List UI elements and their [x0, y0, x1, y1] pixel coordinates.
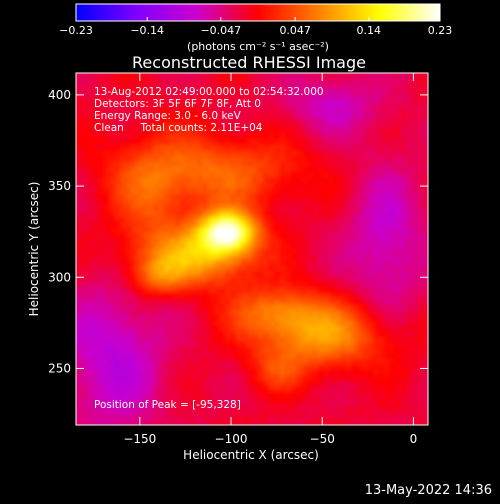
footer-timestamp: 13-May-2022 14:36	[365, 483, 492, 498]
x-axis-label: Heliocentric X (arcsec)	[183, 448, 319, 462]
plot-area: −150 −100 −50 0 250 300 350 400	[48, 72, 429, 446]
annotations: 13-Aug-2012 02:49:00.000 to 02:54:32.000…	[94, 86, 324, 411]
x-tick-label: 0	[410, 432, 418, 446]
annotation-time-range: 13-Aug-2012 02:49:00.000 to 02:54:32.000	[94, 86, 324, 98]
colorbar-ticks: −0.23 −0.14 −0.047 0.047 0.14 0.23	[59, 17, 452, 37]
colorbar-tick-label: −0.23	[59, 24, 93, 37]
heatmap-image	[76, 73, 428, 425]
annotation-energy-range: Energy Range: 3.0 - 6.0 keV	[94, 110, 242, 122]
annotation-peak-position: Position of Peak = [-95,328]	[94, 399, 241, 411]
colorbar-unit: (photons cm⁻² s⁻¹ asec⁻²)	[187, 40, 329, 53]
chart-title: Reconstructed RHESSI Image	[132, 53, 366, 72]
y-tick-label: 400	[48, 88, 71, 102]
colorbar: −0.23 −0.14 −0.047 0.047 0.14 0.23 (photons c…	[59, 3, 452, 53]
y-tick-label: 250	[48, 361, 71, 375]
y-tick-label: 350	[48, 179, 71, 193]
colorbar-tick-label: 0.14	[357, 24, 382, 37]
colorbar-tick-label: 0.047	[279, 24, 311, 37]
x-tick-label: −50	[310, 432, 335, 446]
plot-frame	[75, 72, 429, 426]
colorbar-tick-label: −0.14	[130, 24, 164, 37]
colorbar-tick-label: 0.23	[428, 24, 453, 37]
annotation-clean-counts: Clean Total counts: 2.11E+04	[94, 122, 263, 134]
y-axis-ticks: 250 300 350 400	[48, 88, 428, 375]
y-axis-label: Heliocentric Y (arcsec)	[27, 182, 41, 317]
y-tick-label: 300	[48, 270, 71, 284]
x-tick-label: −100	[215, 432, 248, 446]
colorbar-gradient	[75, 3, 441, 22]
colorbar-tick-label: −0.047	[200, 24, 241, 37]
annotation-detectors: Detectors: 3F 5F 6F 7F 8F, Att 0	[94, 98, 261, 110]
x-axis-ticks: −150 −100 −50 0	[123, 73, 417, 446]
x-tick-label: −150	[123, 432, 156, 446]
